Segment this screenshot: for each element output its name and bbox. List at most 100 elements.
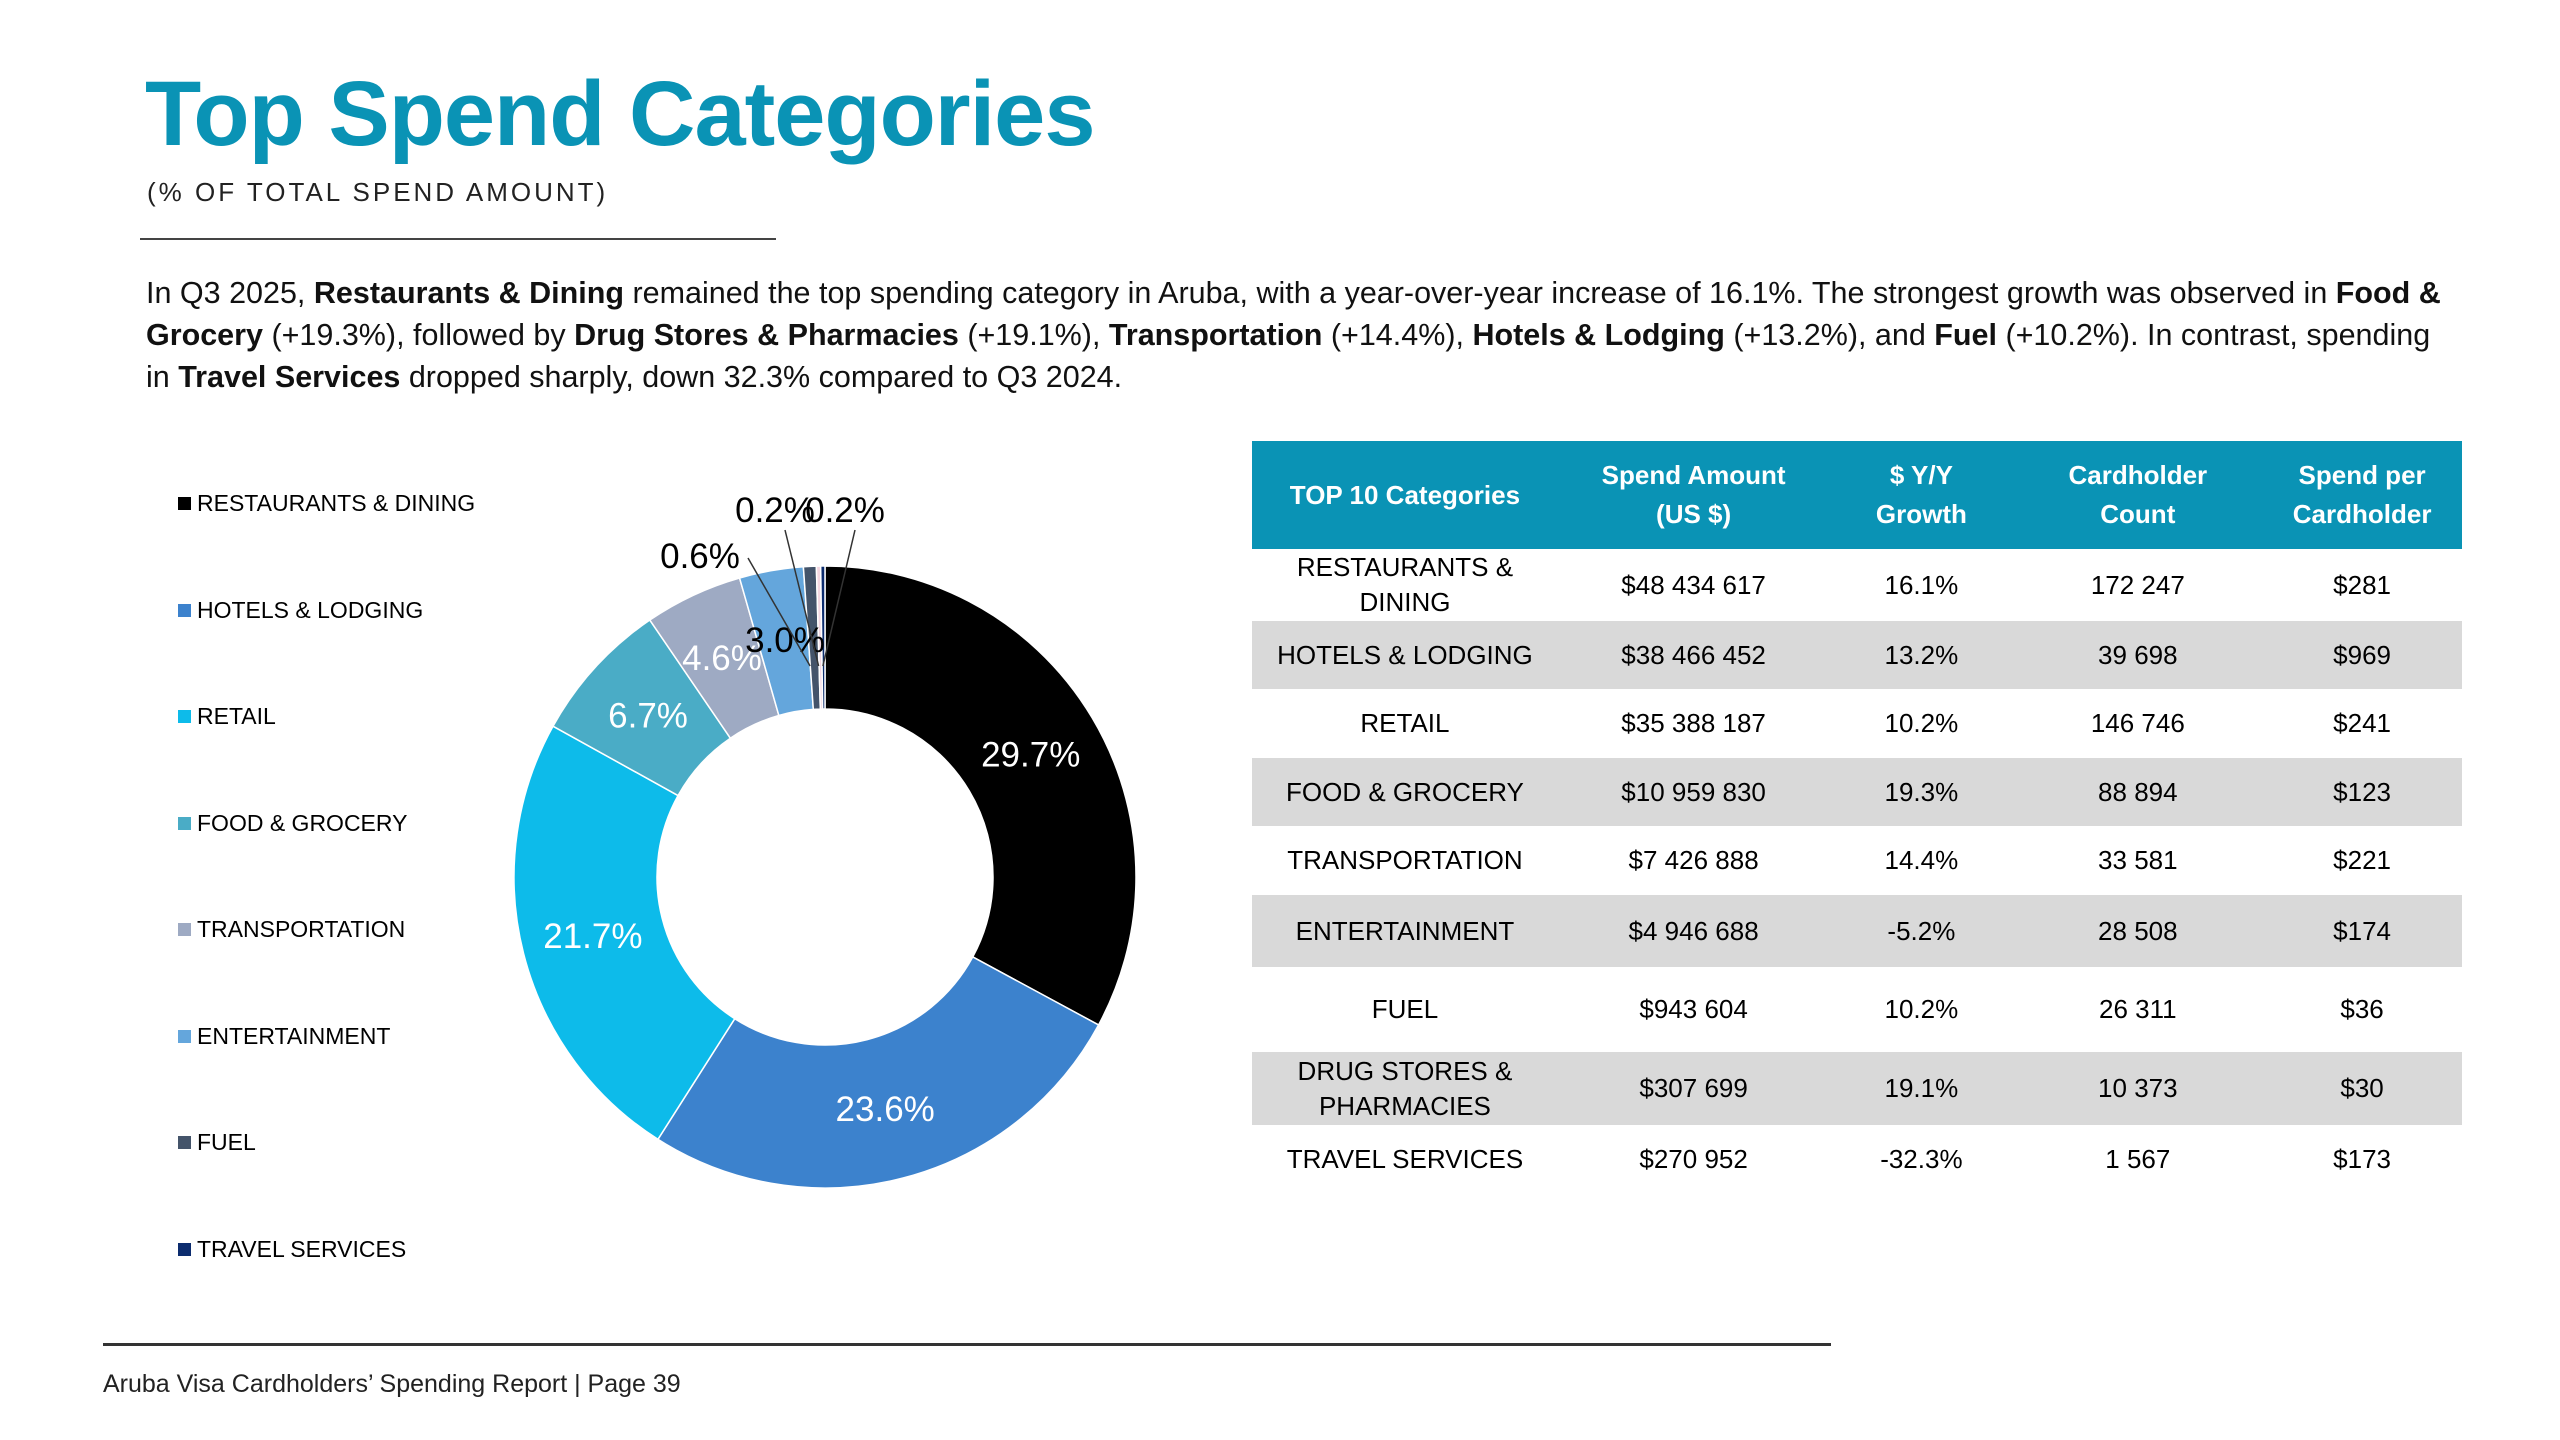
paragraph-text: (+19.1%), [958, 318, 1109, 352]
column-header-text: Growth [1875, 499, 1967, 529]
legend-item: RESTAURANTS & DINING [178, 490, 475, 517]
legend-swatch [178, 1242, 191, 1256]
table-cell: RETAIL [1360, 708, 1450, 738]
column-header: Spend Amount (US $) [1557, 441, 1830, 549]
donut-slice [513, 725, 736, 1141]
column-header: $ Y/Y Growth [1829, 441, 2014, 549]
paragraph-text: (+10.2%). In contrast, spending in [146, 318, 2431, 394]
paragraph-text: (+13.2%), and [1724, 318, 1935, 352]
table-cell: DRUG STORES & PHARMACIES [1252, 1052, 1558, 1125]
highlight-text: Hotels & Lodging [1472, 318, 1725, 352]
table-cell: 13.2% [1829, 621, 2014, 689]
legend-swatch [178, 497, 191, 510]
legend-item: FOOD & GROCERY [178, 810, 407, 837]
highlight-text: Transportation [1108, 318, 1323, 352]
donut-slice [656, 955, 1100, 1189]
table-cell: FOOD & GROCERY [1252, 758, 1558, 826]
table-cell: $123 [2262, 758, 2462, 826]
table-cell: 172 247 [2090, 569, 2185, 600]
legend-swatch [178, 923, 191, 936]
legend-label: HOTELS & LODGING [197, 596, 424, 623]
donut-chart: 29.7%23.6%21.7%6.7%4.6%3.0%0.6%0.2%0.2% [513, 491, 1137, 1189]
slice-data-label: 21.7% [543, 917, 642, 956]
table-cell: 16.1% [1884, 569, 1959, 600]
table-cell: $174 [2262, 895, 2462, 967]
table-row: TRAVEL SERVICES $270 952 -32.3% 1 567 $173 [1252, 1125, 2462, 1194]
legend-item: TRANSPORTATION [178, 916, 405, 943]
table-cell: $943 604 [1639, 994, 1748, 1024]
legend-item: TRAVEL SERVICES [178, 1236, 406, 1263]
column-header-text: Cardholder [2068, 460, 2208, 490]
legend-label: RETAIL [197, 703, 276, 729]
highlight-text: Restaurants & Dining [313, 276, 624, 310]
legend-swatch [178, 710, 191, 723]
table-cell: $281 [2333, 569, 2392, 600]
table-cell: $4 946 688 [1557, 895, 1830, 967]
table-row: RETAIL $35 388 187 10.2% 146 746 $241 [1252, 689, 2462, 758]
legend-label: FOOD & GROCERY [197, 809, 408, 836]
table-cell: $38 466 452 [1557, 621, 1830, 689]
table-cell: RESTAURANTS & DINING [1296, 552, 1514, 617]
leader-line [747, 557, 811, 667]
column-header-text: TOP 10 Categories [1289, 479, 1521, 510]
table-cell: $10 959 830 [1557, 758, 1830, 826]
table-cell: $270 952 [1639, 1144, 1748, 1174]
table-cell: HOTELS & LODGING [1252, 621, 1558, 689]
leader-line [822, 529, 856, 667]
column-header-text: Count [2100, 499, 2176, 529]
legend-item: FUEL [178, 1129, 256, 1156]
table-cell: $969 [2262, 621, 2462, 689]
legend-label: FUEL [197, 1129, 256, 1155]
slice-data-label: 23.6% [836, 1090, 935, 1129]
legend-swatch [178, 1029, 191, 1043]
paragraph-text: remained the top spending category in Ar… [624, 276, 2336, 310]
legend-label: ENTERTAINMENT [197, 1022, 391, 1049]
table-cell: 28 508 [2013, 895, 2263, 967]
paragraph-text: (+14.4%), [1322, 318, 1473, 352]
table-cell: 1 567 [2105, 1144, 2171, 1174]
table-cell: 146 746 [2090, 708, 2185, 738]
table-row: HOTELS & LODGING $38 466 452 13.2% 39 698 $9… [1252, 621, 2462, 689]
table-cell: 10 373 [2013, 1052, 2263, 1125]
leader-line [784, 529, 820, 667]
table-row: FOOD & GROCERY $10 959 830 19.3% 88 894 $123 [1252, 758, 2462, 826]
table-cell: 19.1% [1829, 1052, 2014, 1125]
table-cell: 14.4% [1884, 845, 1959, 875]
table-cell: -32.3% [1880, 1144, 1963, 1174]
table-cell: 19.3% [1829, 758, 2014, 826]
legend-swatch [178, 816, 191, 830]
table-cell: TRAVEL SERVICES [1286, 1144, 1524, 1174]
table-cell: $35 388 187 [1621, 708, 1766, 738]
table-cell: $307 699 [1557, 1052, 1830, 1125]
table-cell: $241 [2333, 708, 2392, 738]
summary-paragraph: In Q3 2025, Restaurants & Dining remaine… [146, 272, 2446, 398]
column-header: Cardholder Count [2013, 441, 2263, 549]
table-cell: $30 [2262, 1052, 2462, 1125]
highlight-text: Travel Services [178, 360, 401, 394]
page-subtitle: (% OF TOTAL SPEND AMOUNT) [147, 177, 609, 207]
table-cell: 88 894 [2013, 758, 2263, 826]
page-title: Top Spend Categories [145, 63, 1096, 165]
table-cell: 39 698 [2013, 621, 2263, 689]
column-header-text: Cardholder [2292, 499, 2432, 529]
paragraph-text: In Q3 2025, [146, 276, 314, 310]
footer-text: Aruba Visa Cardholders’ Spending Report … [103, 1370, 681, 1398]
table-cell: ENTERTAINMENT [1252, 895, 1558, 967]
table-cell: $7 426 888 [1628, 845, 1759, 875]
table-header-row: TOP 10 Categories Spend Amount (US $) $ Y/Y… [1252, 441, 2462, 549]
column-header: TOP 10 Categories [1252, 441, 1558, 549]
table-cell: TRANSPORTATION [1287, 845, 1523, 875]
table-row: ENTERTAINMENT $4 946 688 -5.2% 28 508 $174 [1252, 895, 2462, 967]
legend-item: RETAIL [178, 703, 276, 730]
donut-slice [819, 565, 826, 710]
slice-data-label: 0.2% [735, 491, 815, 530]
table-cell: 10.2% [1884, 994, 1959, 1024]
legend-item: HOTELS & LODGING [178, 597, 423, 624]
column-header-text: Spend per [2298, 460, 2426, 490]
paragraph-text: (+19.3%), followed by [262, 318, 575, 352]
legend-label: TRAVEL SERVICES [197, 1235, 407, 1262]
highlight-text: Fuel [1934, 318, 1997, 352]
paragraph-text: dropped sharply, down 32.3% compared to … [400, 360, 1123, 394]
slice-data-label: 0.2% [805, 491, 885, 530]
donut-slice [824, 565, 1137, 1026]
